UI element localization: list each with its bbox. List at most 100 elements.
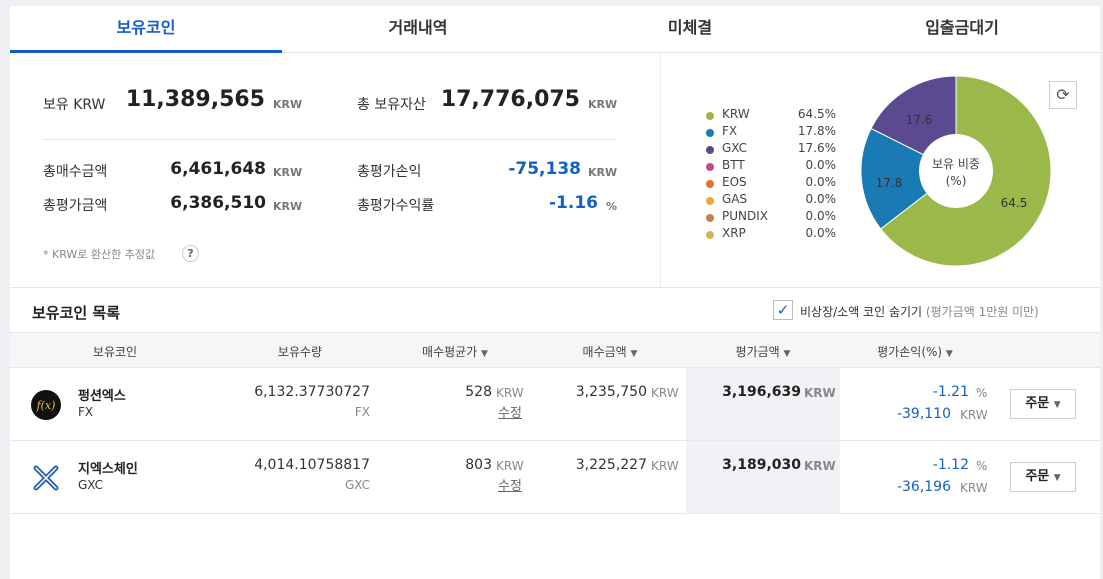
eval-amount-unit: KRW (804, 459, 836, 473)
legend-item: XRP 0.0% (706, 226, 836, 243)
legend-item: EOS 0.0% (706, 175, 836, 192)
eval-cell-bg (686, 441, 840, 513)
tab-history[interactable]: 거래내역 (388, 18, 448, 37)
legend-item: GXC 17.6% (706, 141, 836, 158)
help-icon[interactable]: ? (182, 245, 199, 262)
function-x-icon: f(x) (31, 390, 61, 420)
rate-value: -1.16 (549, 193, 598, 213)
krw-label: 보유 KRW (43, 97, 106, 113)
order-button[interactable]: 주문 ▼ (1010, 389, 1076, 419)
avg-price-unit: KRW (496, 386, 524, 400)
avg-price: 528 (465, 384, 492, 400)
pnl-value: -75,138 (508, 159, 581, 179)
coin-symbol: GXC (78, 478, 104, 492)
coin-symbol: FX (78, 405, 94, 419)
quantity: 6,132.37730727 (254, 384, 370, 400)
tab-deposit-withdraw[interactable]: 입출금대기 (925, 18, 999, 37)
eval-cell-bg (686, 368, 840, 440)
col-quantity: 보유수량 (277, 345, 323, 359)
krw-unit: KRW (273, 98, 303, 111)
legend-dot-icon (706, 231, 714, 239)
table-row: 지엑스체인 GXC 4,014.10758817 GXC 803 KRW 수정 … (10, 441, 1100, 514)
coin-name[interactable]: 지엑스체인 (78, 462, 138, 477)
donut-slice-fx (860, 127, 957, 230)
krw-value: 11,389,565 (125, 87, 265, 112)
avg-price: 803 (465, 457, 492, 473)
eval-amount-unit: KRW (804, 386, 836, 400)
rate-unit: % (606, 200, 618, 213)
legend-dot-icon (706, 163, 714, 171)
total-assets-label: 총 보유자산 (357, 97, 426, 113)
buy-total-value: 6,461,648 (170, 159, 266, 179)
hide-small-label[interactable]: 비상장/소액 코인 숨기기 (평가금액 1만원 미만) (800, 305, 1039, 319)
gxchain-icon (33, 465, 59, 491)
pnl-amount-unit: KRW (960, 408, 988, 422)
col-buy-amount[interactable]: 매수금액 ▼ (582, 345, 638, 359)
legend-item: KRW 64.5% (706, 107, 836, 124)
pnl-percent-unit: % (976, 386, 988, 400)
eval-amount: 3,196,639 (722, 384, 801, 400)
order-button[interactable]: 주문 ▼ (1010, 462, 1076, 492)
holdings-list-title: 보유코인 목록 (32, 304, 121, 322)
tab-pending[interactable]: 미체결 (667, 18, 713, 37)
svg-text:f(x): f(x) (36, 399, 56, 412)
sort-icon: ▼ (481, 349, 488, 359)
refresh-button[interactable]: ⟳ (1049, 81, 1077, 109)
eval-total-unit: KRW (273, 200, 303, 213)
legend-dot-icon (706, 129, 714, 137)
pnl-label: 총평가손익 (357, 164, 422, 180)
sort-icon: ▼ (630, 349, 638, 359)
eval-total-value: 6,386,510 (170, 193, 266, 213)
pnl-amount-unit: KRW (960, 481, 988, 495)
legend-dot-icon (706, 197, 714, 205)
total-assets-value: 17,776,075 (440, 87, 580, 112)
summary-divider (43, 139, 616, 140)
quantity-unit: GXC (344, 478, 370, 492)
allocation-chart-panel: KRW 64.5% FX 17.8% GXC 17.6% BTT 0.0% EOS 0.0… (660, 53, 1100, 287)
col-eval-amount[interactable]: 평가금액 ▼ (735, 345, 791, 359)
donut-center-title: 보유 비중 (932, 157, 980, 171)
edit-avg-price-link[interactable]: 수정 (498, 479, 522, 494)
sort-icon: ▼ (945, 349, 953, 359)
legend-item: BTT 0.0% (706, 158, 836, 175)
sort-icon: ▼ (783, 349, 791, 359)
quantity-unit: FX (354, 405, 370, 419)
edit-avg-price-link[interactable]: 수정 (498, 406, 522, 421)
coin-name[interactable]: 펑션엑스 (78, 389, 126, 404)
legend-item: FX 17.8% (706, 124, 836, 141)
legend-dot-icon (706, 180, 714, 188)
pnl-percent: -1.12 (932, 457, 969, 473)
allocation-donut-chart: 보유 비중 (%) 64.5 17.8 17.6 (860, 75, 1052, 267)
buy-amount: 3,235,750 (575, 384, 647, 400)
eval-total-label: 총평가금액 (43, 198, 108, 214)
holdings-panel: 보유코인 거래내역 미체결 입출금대기 보유 KRW 11,389,565 KR… (10, 6, 1100, 579)
rate-label: 총평가수익률 (357, 198, 435, 214)
slice-label-krw: 64.5 (1001, 196, 1028, 210)
hide-small-checkbox[interactable]: ✓ (773, 300, 793, 320)
buy-amount-unit: KRW (651, 386, 679, 400)
col-avg-price[interactable]: 매수평균가 ▼ (422, 345, 488, 359)
col-pnl[interactable]: 평가손익(%) ▼ (877, 345, 953, 359)
pnl-percent: -1.21 (932, 384, 969, 400)
avg-price-unit: KRW (496, 459, 524, 473)
chevron-down-icon: ▼ (1053, 473, 1061, 483)
section-divider (10, 287, 1100, 288)
donut-hole (919, 134, 993, 208)
legend-item: PUNDIX 0.0% (706, 209, 836, 226)
buy-amount: 3,225,227 (575, 457, 647, 473)
slice-label-fx: 17.8 (876, 176, 903, 190)
donut-center-unit: (%) (946, 174, 967, 188)
slice-label-gxc: 17.6 (906, 113, 933, 127)
table-row: f(x) 펑션엑스 FX 6,132.37730727 FX 528 KRW 수… (10, 368, 1100, 441)
pnl-amount: -39,110 (896, 406, 951, 422)
table-header: 보유코인 보유수량 매수평균가 ▼ 매수금액 ▼ 평가금액 ▼ 평가손익(%) … (10, 332, 1100, 368)
quantity: 4,014.10758817 (254, 457, 370, 473)
legend-dot-icon (706, 214, 714, 222)
pnl-percent-unit: % (976, 459, 988, 473)
total-assets-unit: KRW (588, 98, 618, 111)
pnl-unit: KRW (588, 166, 618, 179)
buy-amount-unit: KRW (651, 459, 679, 473)
legend-dot-icon (706, 112, 714, 120)
legend-dot-icon (706, 146, 714, 154)
tab-holdings[interactable]: 보유코인 (10, 6, 282, 53)
